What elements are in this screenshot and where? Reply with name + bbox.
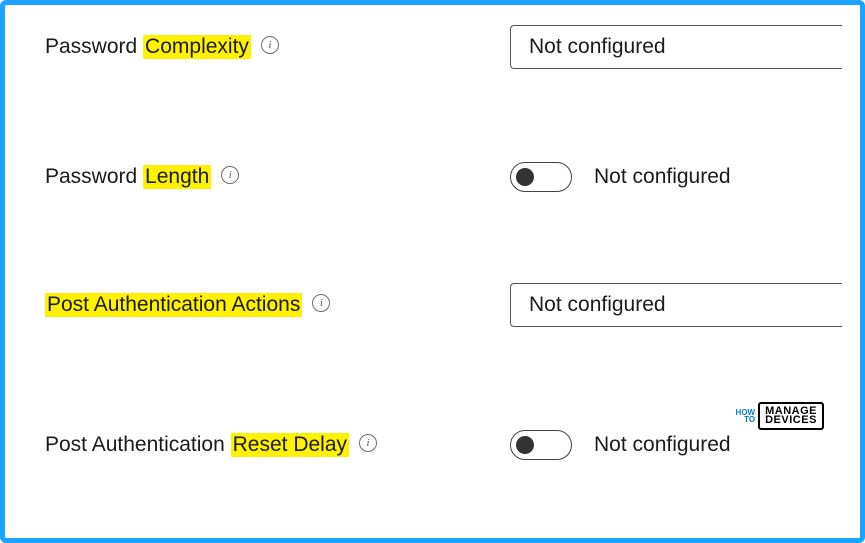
control-cell: Not configured <box>510 25 842 69</box>
highlight-span: Reset Delay <box>231 433 349 457</box>
setting-row-password-length: Password Length Not configured <box>45 153 842 201</box>
toggle-state-label: Not configured <box>594 165 731 189</box>
toggle-state-label: Not configured <box>594 433 731 457</box>
info-icon[interactable] <box>261 36 279 54</box>
highlight-span: Length <box>143 165 211 189</box>
label-cell: Post Authentication Actions <box>45 293 510 317</box>
setting-label: Post Authentication Actions <box>45 293 302 317</box>
control-cell: Not configured <box>510 283 842 327</box>
info-icon[interactable] <box>312 294 330 312</box>
control-cell: Not configured <box>510 162 842 192</box>
password-complexity-dropdown[interactable]: Not configured <box>510 25 842 69</box>
dropdown-value: Not configured <box>529 35 666 59</box>
control-cell: Not configured <box>510 430 842 460</box>
label-cell: Password Complexity <box>45 35 510 59</box>
dropdown-value: Not configured <box>529 293 666 317</box>
settings-panel: Password Complexity Not configured Passw… <box>0 0 865 543</box>
password-length-toggle[interactable] <box>510 162 572 192</box>
label-cell: Post Authentication Reset Delay <box>45 433 510 457</box>
setting-label: Post Authentication Reset Delay <box>45 433 349 457</box>
setting-row-post-auth-actions: Post Authentication Actions Not configur… <box>45 281 842 329</box>
watermark-box: MANAGE DEVICES <box>758 402 824 430</box>
label-cell: Password Length <box>45 165 510 189</box>
highlight-span: Complexity <box>143 35 251 59</box>
info-icon[interactable] <box>359 434 377 452</box>
post-auth-reset-delay-toggle[interactable] <box>510 430 572 460</box>
toggle-knob <box>516 436 534 454</box>
highlight-span: Post Authentication Actions <box>45 293 302 317</box>
watermark-badge: HOW TO MANAGE DEVICES <box>736 402 824 430</box>
watermark-left-bottom: TO <box>736 416 756 423</box>
watermark-box-bottom: DEVICES <box>765 416 817 425</box>
post-auth-actions-dropdown[interactable]: Not configured <box>510 283 842 327</box>
setting-row-post-auth-reset-delay: Post Authentication Reset Delay Not conf… <box>45 421 842 469</box>
setting-label: Password Length <box>45 165 211 189</box>
watermark-left: HOW TO <box>736 402 759 430</box>
info-icon[interactable] <box>221 166 239 184</box>
setting-label: Password Complexity <box>45 35 251 59</box>
setting-row-password-complexity: Password Complexity Not configured <box>45 23 842 71</box>
toggle-knob <box>516 168 534 186</box>
